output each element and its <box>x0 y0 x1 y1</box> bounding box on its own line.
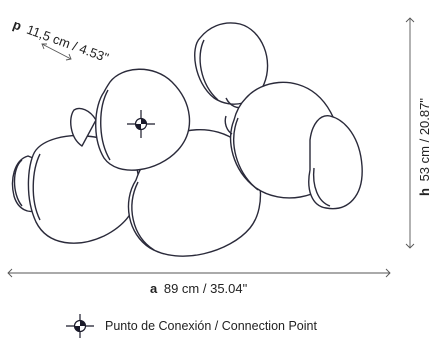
height-arrow <box>405 17 415 249</box>
depth-dimension: p 11,5 cm / 4.53" <box>11 17 111 66</box>
small-globe-left <box>70 107 97 147</box>
height-dimension: h 53 cm / 20.87" <box>405 17 432 249</box>
width-arrow <box>7 268 391 278</box>
depth-label: p 11,5 cm / 4.53" <box>11 17 111 66</box>
lamp-outline <box>11 22 363 257</box>
legend-label: Punto de Conexión / Connection Point <box>105 319 317 333</box>
height-label: h 53 cm / 20.87" <box>417 98 432 196</box>
width-label: a 89 cm / 35.04" <box>150 281 248 296</box>
width-dimension: a 89 cm / 35.04" <box>7 268 391 296</box>
depth-arrow <box>41 43 72 61</box>
connection-point-icon <box>66 314 94 338</box>
far-right-shade <box>308 115 363 210</box>
connection-point-marker <box>127 110 155 138</box>
legend: Punto de Conexión / Connection Point <box>66 314 317 338</box>
